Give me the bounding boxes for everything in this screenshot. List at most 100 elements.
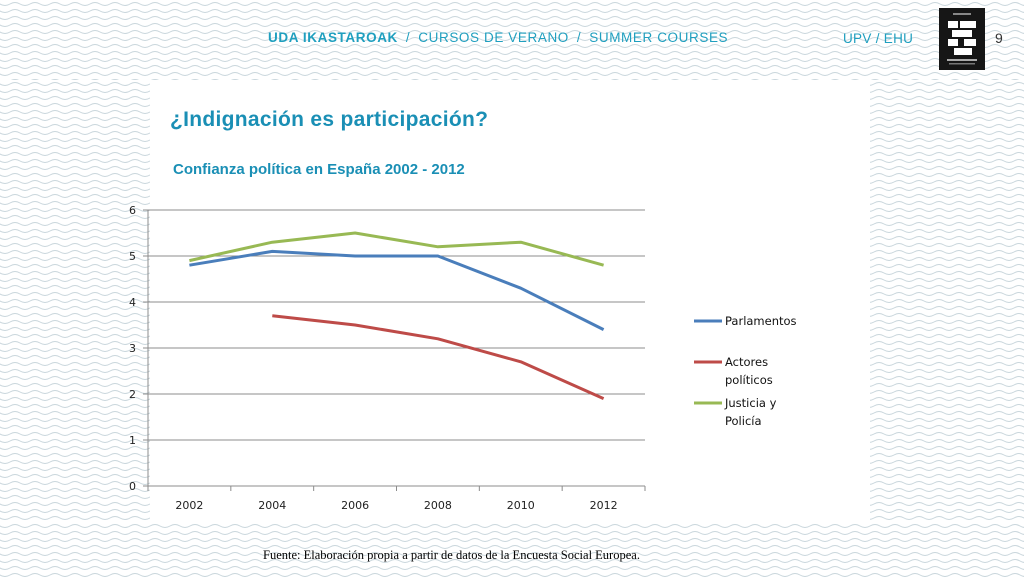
x-tick-label: 2004 — [258, 499, 286, 512]
x-tick-label: 2012 — [590, 499, 618, 512]
wave-line — [864, 397, 1024, 401]
wave-line — [0, 573, 1024, 577]
chart-title: Confianza política en España 2002 - 2012 — [173, 161, 465, 178]
wave-line — [864, 194, 1024, 198]
wave-line — [864, 82, 1024, 86]
wave-line — [864, 355, 1024, 359]
wave-line — [864, 124, 1024, 128]
wave-line — [0, 30, 1024, 34]
wave-line — [864, 103, 1024, 107]
wave-line — [864, 481, 1024, 485]
wave-line — [864, 131, 1024, 135]
y-tick-label: 1 — [129, 434, 136, 447]
wave-pattern-bottom — [0, 522, 1024, 577]
header-separator: / — [405, 30, 411, 45]
wave-line — [0, 552, 1024, 556]
content-panel — [150, 80, 870, 522]
wave-line — [0, 72, 1024, 76]
wave-line — [864, 243, 1024, 247]
wave-line — [864, 327, 1024, 331]
wave-line — [864, 425, 1024, 429]
x-axis-ticks: 2002 2004 2006 2008 2010 2012 — [175, 499, 617, 512]
wave-line — [0, 559, 1024, 563]
wave-line — [864, 264, 1024, 268]
course-header: UDA IKASTAROAK / CURSOS DE VERANO / SUMMER C… — [268, 30, 728, 45]
wave-line — [864, 306, 1024, 310]
wave-line — [864, 285, 1024, 289]
wave-line — [864, 432, 1024, 436]
legend-label: Parlamentos — [725, 314, 797, 328]
wave-line — [864, 173, 1024, 177]
wave-line — [864, 236, 1024, 240]
wave-line — [864, 250, 1024, 254]
wave-line — [864, 299, 1024, 303]
wave-line — [864, 502, 1024, 506]
wave-line — [864, 418, 1024, 422]
course-name-spanish: CURSOS DE VERANO — [418, 30, 569, 45]
wave-line — [864, 152, 1024, 156]
university-logo-mark — [939, 8, 985, 70]
wave-line — [864, 467, 1024, 471]
wave-line — [864, 488, 1024, 492]
y-tick-label: 6 — [129, 204, 136, 217]
y-axis-ticks: 0 1 2 3 4 5 6 — [129, 204, 136, 493]
wave-line — [864, 89, 1024, 93]
legend-label-line: Justicia y — [724, 396, 777, 410]
wave-line — [864, 460, 1024, 464]
wave-line — [864, 208, 1024, 212]
wave-line — [864, 320, 1024, 324]
wave-line — [864, 215, 1024, 219]
wave-line — [864, 145, 1024, 149]
chart-legend: Parlamentos Actores políticos Justicia y Pol… — [694, 314, 797, 428]
wave-line — [864, 138, 1024, 142]
y-tick-label: 5 — [129, 250, 136, 263]
x-tick-label: 2006 — [341, 499, 369, 512]
x-tick-label: 2010 — [507, 499, 535, 512]
wave-line — [864, 222, 1024, 226]
wave-line — [864, 362, 1024, 366]
course-name-english: SUMMER COURSES — [589, 30, 729, 45]
wave-line — [0, 531, 1024, 535]
wave-line — [864, 229, 1024, 233]
wave-line — [0, 51, 1024, 55]
wave-line — [864, 411, 1024, 415]
legend-label-line: Policía — [725, 414, 762, 428]
wave-line — [864, 187, 1024, 191]
header-separator: / — [576, 30, 582, 45]
wave-line — [864, 376, 1024, 380]
y-tick-label: 0 — [129, 480, 136, 493]
wave-line — [0, 44, 1024, 48]
wave-line — [864, 516, 1024, 520]
wave-line — [864, 110, 1024, 114]
series-line — [272, 314, 605, 400]
wave-line — [864, 334, 1024, 338]
wave-line — [864, 495, 1024, 499]
wave-line — [864, 341, 1024, 345]
wave-line — [864, 292, 1024, 296]
legend-label: Actores políticos — [725, 355, 773, 387]
wave-line — [864, 348, 1024, 352]
wave-line — [864, 439, 1024, 443]
wave-line — [0, 545, 1024, 549]
y-tick-label: 2 — [129, 388, 136, 401]
wave-line — [864, 96, 1024, 100]
wave-line — [864, 257, 1024, 261]
wave-line — [0, 16, 1024, 20]
wave-line — [864, 509, 1024, 513]
series-line — [189, 249, 605, 331]
university-logo — [939, 8, 985, 70]
legend-label-line: políticos — [725, 373, 773, 387]
wave-pattern-top — [0, 0, 1024, 80]
wave-pattern-right — [864, 80, 1024, 522]
wave-line — [0, 9, 1024, 13]
y-tick-label: 3 — [129, 342, 136, 355]
wave-line — [864, 278, 1024, 282]
wave-line — [864, 369, 1024, 373]
course-name-basque: UDA IKASTAROAK — [268, 30, 398, 45]
wave-line — [10, 79, 1020, 80]
wave-lines — [0, 524, 1024, 577]
wave-line — [864, 159, 1024, 163]
wave-line — [864, 201, 1024, 205]
legend-label: Justicia y Policía — [724, 396, 777, 428]
wave-line — [0, 2, 1024, 6]
